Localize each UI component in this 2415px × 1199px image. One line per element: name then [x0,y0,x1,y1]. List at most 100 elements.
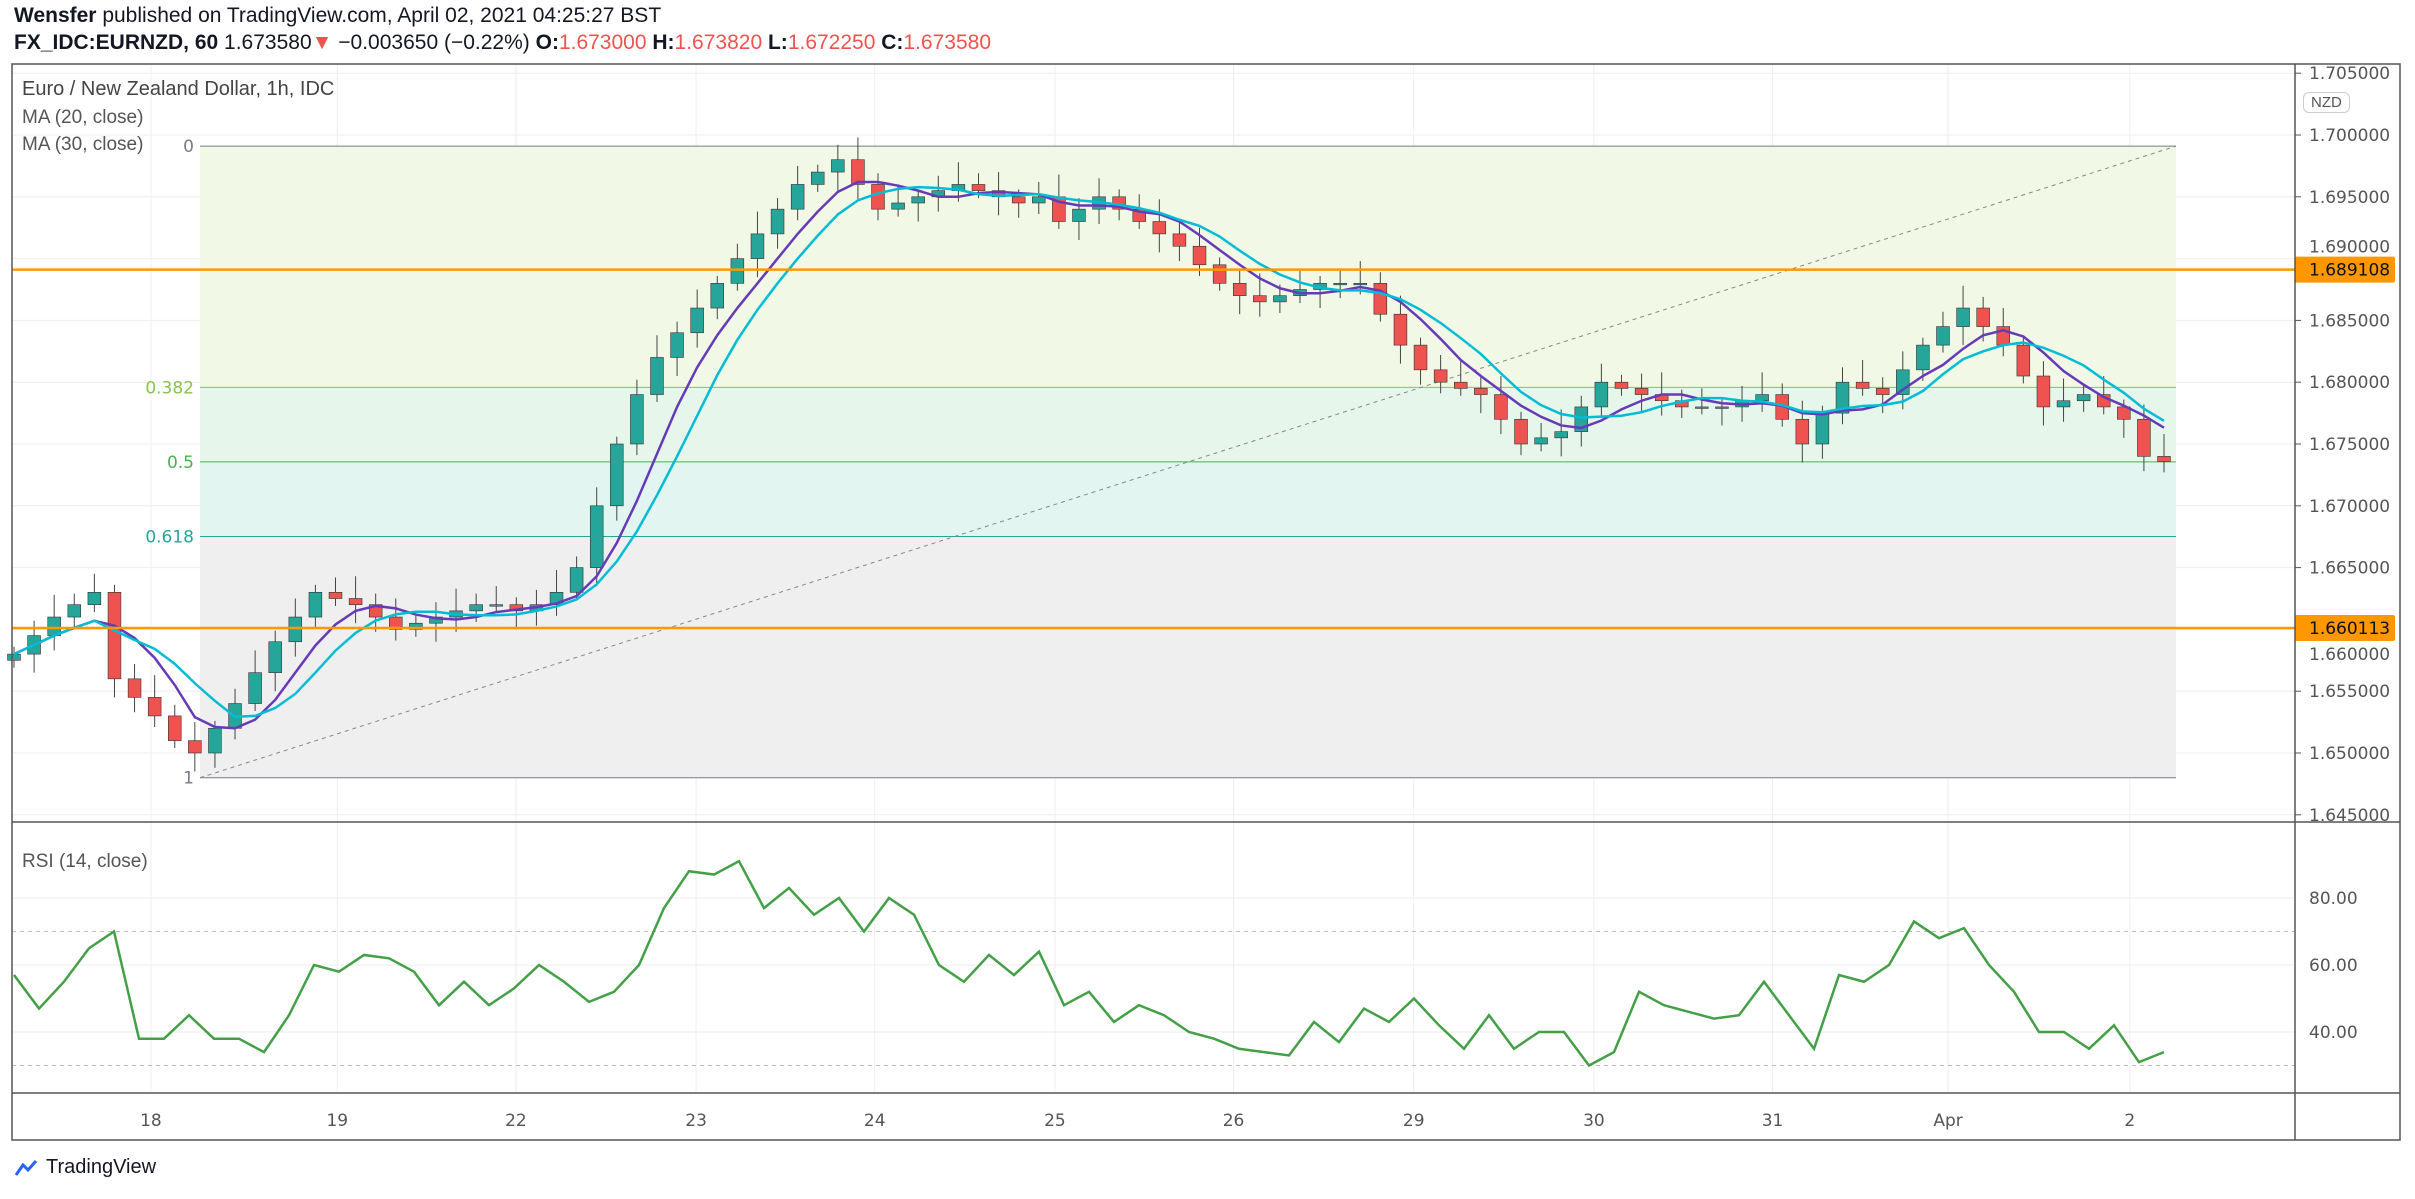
rsi-legend[interactable]: RSI (14, close) [22,851,148,872]
candle-down [147,697,162,717]
rsi-tick-label: 80.00 [2309,889,2358,909]
symbol: FX_IDC:EURNZD, 60 [14,31,219,54]
published-text: published on TradingView.com, April 02, … [102,4,662,27]
candle-up [670,332,684,358]
candle-down [1855,381,1870,389]
candle-up [2056,400,2071,408]
price-tick-label: 1.655000 [2309,682,2390,702]
candle-up [288,616,303,643]
candle-up [589,505,604,568]
price-tick-label: 1.685000 [2309,311,2390,331]
candle-down [1253,295,1267,303]
candle-up [610,443,624,507]
candle-up [489,604,503,607]
candle-down [328,592,343,599]
candle-up [469,604,483,612]
ma30-line [13,185,2165,719]
candle-up [831,159,845,173]
ma20-legend[interactable]: MA (20, close) [22,107,144,128]
price-tick-label: 1.680000 [2309,373,2390,393]
price-tick-label: 1.675000 [2309,435,2390,455]
candle-up [710,283,725,309]
candle-up [1815,412,1830,445]
price-tick-label: 1.670000 [2309,497,2390,517]
candle-down [2137,418,2151,457]
candle-down [1011,196,1026,204]
date-tick-label: 22 [505,1111,527,1131]
candle-up [2076,394,2091,402]
price-tick-label: 1.645000 [2309,806,2390,826]
candle-up [1835,381,1850,414]
candle-down [1172,233,1187,247]
candle-up [690,307,704,334]
fib-level-label: 0.618 [145,527,194,547]
candle-up [1072,208,1086,222]
candle-up [248,672,262,704]
ma20-line [13,180,2165,730]
candle-up [409,622,423,630]
candle-up [770,208,785,235]
open-value: 1.673000 [558,31,647,54]
publish-info: Wensfer published on TradingView.com, Ap… [14,4,661,28]
candle-up [67,604,82,618]
date-tick-label: 23 [685,1111,707,1131]
candle-down [2016,344,2031,377]
date-tick-label: Apr [1933,1111,1962,1131]
price-tick-label: 1.705000 [2309,64,2390,84]
rsi-line [12,859,2165,1068]
candle-down [1634,388,1649,395]
candle-down [1976,307,1990,327]
fib-level-label: 0 [183,137,194,157]
date-tick-label: 2 [2124,1111,2135,1131]
down-arrow-icon: ▼ [311,31,333,54]
candle-up [208,727,222,754]
candle-down [871,184,885,210]
fib-zone [200,146,2176,388]
fib-level-label: 0.5 [167,453,194,473]
fib-level-label: 0.382 [145,378,194,398]
chart-title: Euro / New Zealand Dollar, 1h, IDC [22,78,335,100]
footer-brand: TradingView [46,1156,157,1178]
candle-down [1413,344,1428,371]
high-label: H: [652,31,675,54]
candle-down [1212,264,1227,284]
candle-down [1453,381,1468,389]
candle-down [2036,375,2051,408]
level-price-tag [2295,256,2395,283]
candle-up [7,653,21,661]
candle-up [1534,437,1548,445]
candle-up [750,233,765,259]
candle-up [650,357,664,395]
ma30-legend[interactable]: MA (30, close) [22,134,144,155]
tradingview-logo-icon [14,1159,38,1176]
candle-down [971,184,986,191]
candle-up [811,171,825,185]
candle-down [1373,283,1388,315]
candle-down [1393,313,1408,346]
date-tick-label: 31 [1762,1111,1784,1131]
price-tick-label: 1.695000 [2309,188,2390,208]
candle-up [1936,326,1950,346]
close-label: C: [881,31,904,54]
price-tick-label: 1.660000 [2309,645,2390,665]
currency-badge: NZD [2303,92,2350,113]
open-label: O: [535,31,559,54]
candle-down [107,592,122,680]
candle-up [1956,307,1970,327]
candle-up [630,394,644,445]
level-price-tag [2295,615,2395,642]
tradingview-logo[interactable]: TradingView [14,1156,156,1179]
candle-down [348,598,363,605]
candle-down [1192,245,1207,266]
fib-zone [200,387,2176,462]
last-price: 1.673580 [224,31,312,54]
candle-down [1875,388,1890,395]
candle-up [569,567,584,593]
candle-down [127,678,142,698]
candle-up [87,592,102,605]
candle-down [1152,221,1167,235]
price-change: −0.003650 (−0.22%) [338,31,530,54]
date-tick-label: 19 [326,1111,348,1131]
date-tick-label: 30 [1583,1111,1605,1131]
